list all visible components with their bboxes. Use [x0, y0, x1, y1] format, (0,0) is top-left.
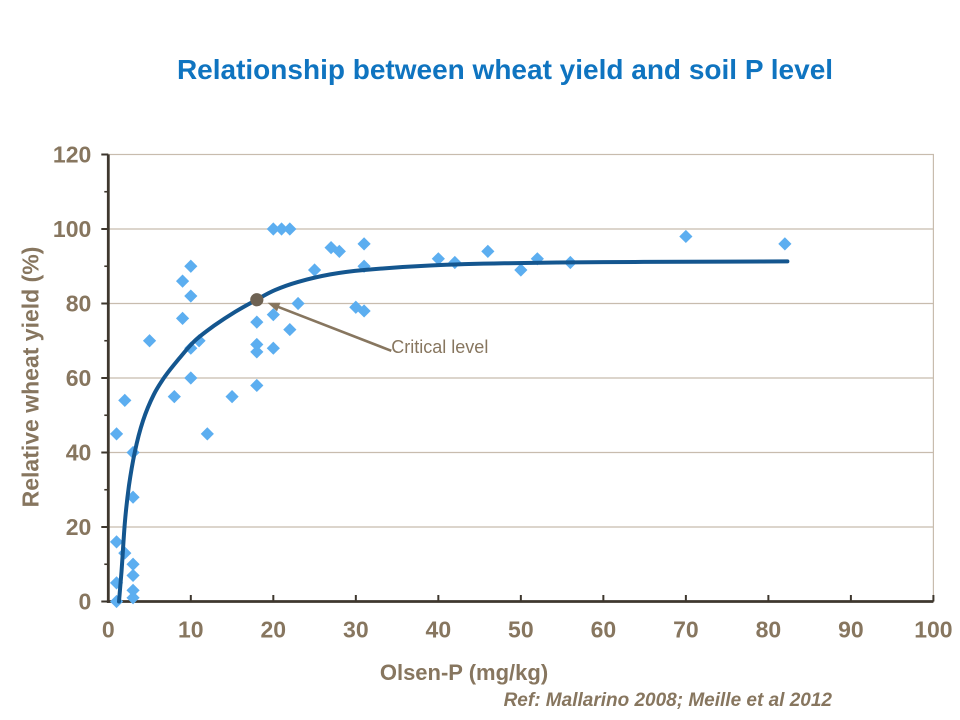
- data-point: [283, 322, 297, 337]
- data-point: [530, 252, 544, 266]
- data-point: [250, 337, 264, 352]
- x-tick-label: 80: [756, 617, 782, 643]
- x-tick-label: 10: [178, 617, 204, 643]
- data-point: [307, 263, 322, 277]
- data-point: [109, 535, 124, 549]
- x-tick-label: 30: [343, 617, 369, 643]
- y-tick-label: 80: [66, 290, 92, 316]
- x-tick-label: 90: [838, 617, 864, 643]
- annotation-arrow: [274, 304, 392, 353]
- data-point: [175, 311, 190, 325]
- data-point: [778, 237, 792, 251]
- data-point: [250, 345, 264, 359]
- data-point: [274, 222, 289, 236]
- data-point: [184, 341, 198, 355]
- x-tick-label: 40: [426, 617, 452, 643]
- y-tick-label: 40: [66, 439, 92, 465]
- data-point: [266, 341, 280, 355]
- data-point: [126, 583, 140, 597]
- data-point: [250, 315, 264, 329]
- data-point: [192, 334, 206, 348]
- data-point: [167, 390, 181, 404]
- data-point: [481, 244, 495, 258]
- data-point: [225, 390, 239, 404]
- data-point: [126, 557, 140, 571]
- annotation-critical-level-label: Critical level: [391, 337, 489, 358]
- data-point: [266, 308, 280, 322]
- data-point: [324, 241, 338, 255]
- data-point: [184, 371, 198, 385]
- data-point: [679, 229, 693, 244]
- critical-level-point: [250, 293, 264, 307]
- reference-text: Ref: Mallarino 2008; Meille et al 2012: [503, 690, 832, 711]
- data-point: [175, 274, 190, 288]
- x-tick-label: 100: [914, 617, 952, 643]
- y-tick-label: 120: [53, 141, 91, 167]
- data-point: [332, 244, 346, 258]
- data-point: [283, 222, 297, 236]
- y-tick-label: 20: [66, 514, 92, 540]
- y-tick-label: 0: [79, 589, 92, 615]
- data-point: [109, 427, 124, 441]
- data-point: [126, 591, 140, 605]
- annotation-arrowhead: [267, 302, 281, 312]
- y-tick-label: 60: [66, 365, 92, 391]
- data-point: [514, 263, 528, 277]
- chart-title: Relationship between wheat yield and soi…: [176, 54, 834, 85]
- data-point: [200, 427, 214, 441]
- data-point: [118, 393, 132, 407]
- data-point: [142, 334, 157, 348]
- data-point: [431, 252, 445, 266]
- x-tick-label: 0: [102, 617, 115, 643]
- data-point: [126, 568, 140, 583]
- y-axis-title: Relative wheat yield (%): [17, 246, 44, 508]
- data-point: [184, 289, 198, 303]
- data-point: [250, 378, 264, 393]
- y-tick-label: 100: [53, 216, 91, 242]
- data-point: [184, 259, 198, 273]
- x-tick-label: 60: [591, 617, 617, 643]
- fitted-curve: [117, 259, 790, 604]
- data-point: [291, 296, 305, 311]
- data-point: [357, 304, 371, 318]
- x-tick-label: 20: [261, 617, 287, 643]
- data-point: [118, 546, 132, 560]
- x-tick-label: 70: [673, 617, 699, 643]
- x-axis-title: Olsen-P (mg/kg): [379, 660, 549, 685]
- x-tick-label: 50: [508, 617, 534, 643]
- data-point: [266, 222, 280, 236]
- data-point: [357, 237, 371, 251]
